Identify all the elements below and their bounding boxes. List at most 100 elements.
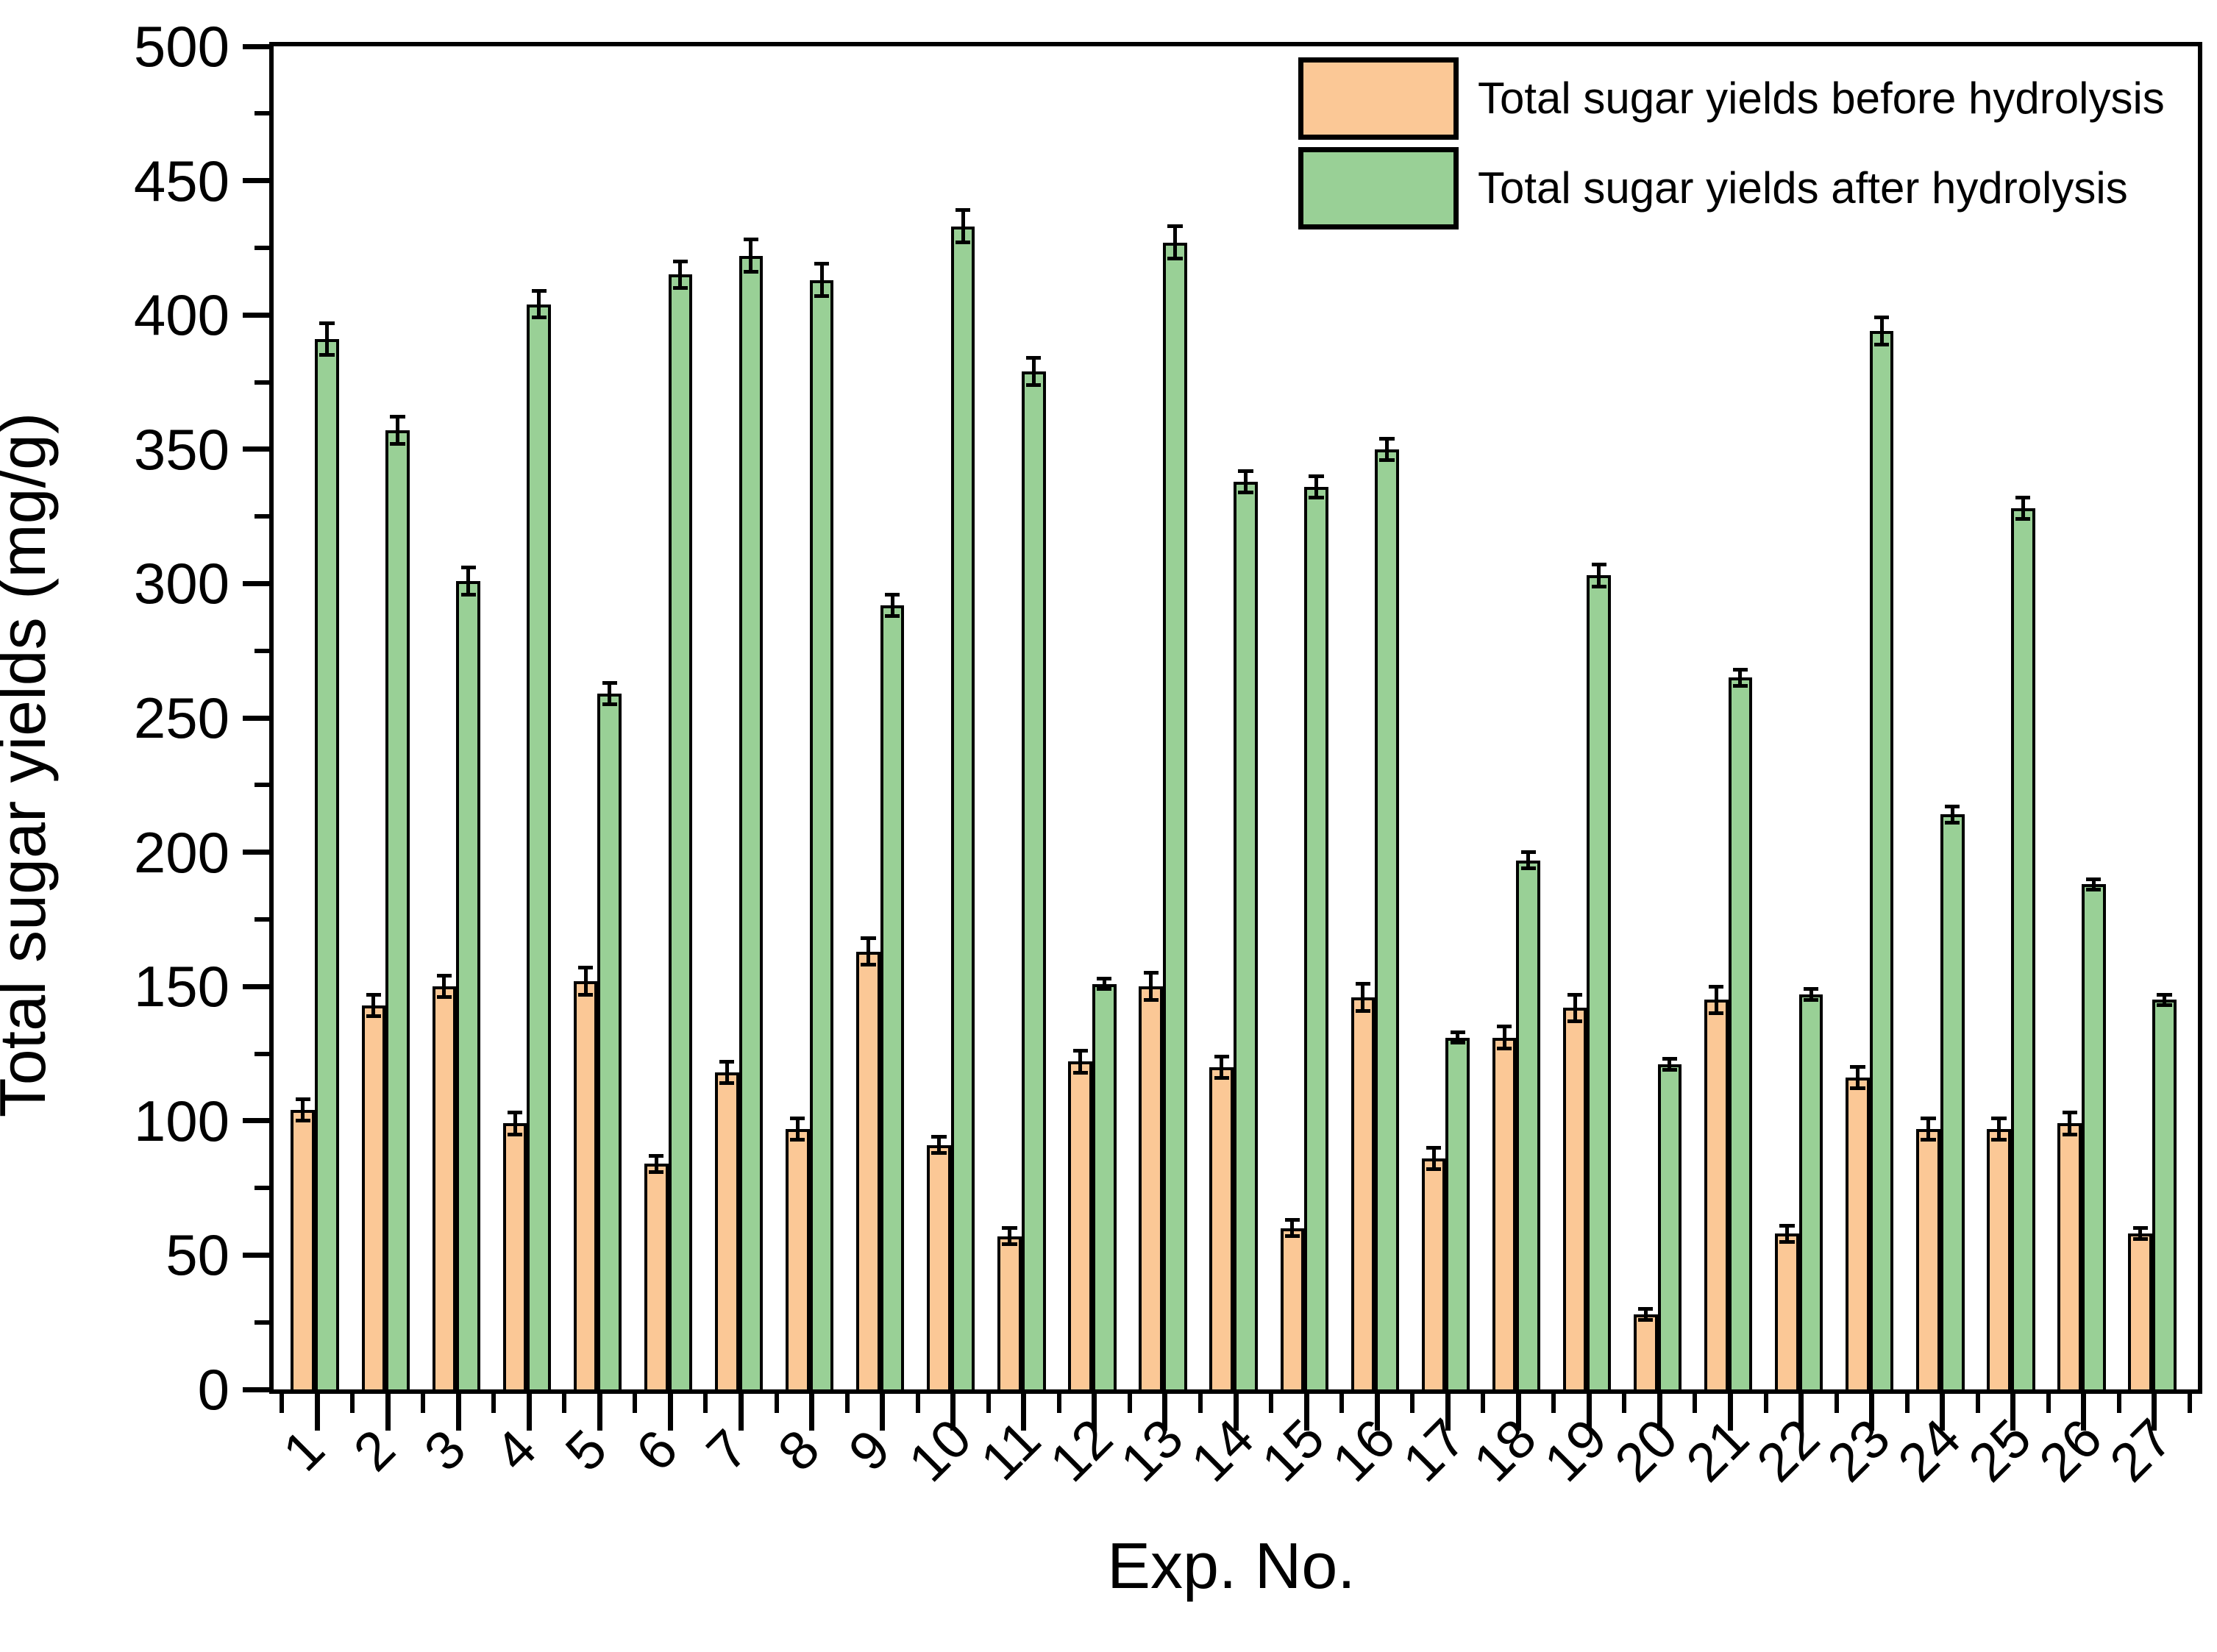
error-bar xyxy=(513,1112,517,1135)
y-tick-minor xyxy=(255,514,269,519)
error-bar xyxy=(1149,972,1153,1000)
error-bar-cap xyxy=(1873,316,1890,320)
error-bar-cap xyxy=(1591,584,1606,588)
error-bar-cap xyxy=(2015,517,2031,521)
x-tick-minor xyxy=(1481,1394,1486,1413)
bar-after xyxy=(1798,994,1823,1389)
error-bar-cap xyxy=(743,270,759,274)
error-bar xyxy=(2162,994,2166,1005)
x-tick-label: 10 xyxy=(896,1407,983,1494)
bar-before xyxy=(856,951,880,1389)
x-tick-minor xyxy=(1127,1394,1132,1413)
error-bar-cap xyxy=(956,241,971,245)
error-bar-cap xyxy=(1496,1046,1512,1050)
x-tick-minor xyxy=(1198,1394,1203,1413)
bar-before xyxy=(573,980,598,1389)
error-bar xyxy=(1526,852,1531,869)
y-tick-label: 250 xyxy=(133,686,229,750)
y-tick-label: 500 xyxy=(133,14,229,79)
bar-before xyxy=(786,1128,810,1389)
error-bar-cap xyxy=(1072,1049,1088,1053)
error-bar-cap xyxy=(507,1132,523,1136)
x-tick-major xyxy=(2010,1394,2016,1431)
y-tick-minor xyxy=(255,648,269,653)
error-bar-cap xyxy=(531,316,547,320)
x-tick-minor xyxy=(2046,1394,2051,1413)
x-tick-major xyxy=(1445,1394,1451,1431)
error-bar xyxy=(1714,986,1718,1014)
x-tick-major xyxy=(667,1394,673,1431)
error-bar-cap xyxy=(2086,888,2102,892)
x-tick-label: 6 xyxy=(624,1417,689,1483)
x-tick-minor xyxy=(1410,1394,1415,1413)
x-tick-minor xyxy=(1693,1394,1698,1413)
x-tick-major xyxy=(880,1394,886,1431)
x-tick-minor xyxy=(421,1394,426,1413)
error-bar xyxy=(961,210,965,243)
bar-before xyxy=(1987,1128,2011,1389)
y-tick-major xyxy=(243,850,269,855)
x-tick-major xyxy=(597,1394,602,1431)
error-bar-cap xyxy=(1779,1223,1795,1228)
error-bar-cap xyxy=(1026,382,1042,387)
bar-after xyxy=(1587,575,1612,1389)
error-bar xyxy=(866,938,870,965)
legend-item-after: Total sugar yields after hydrolysis xyxy=(1298,147,2165,229)
error-bar-cap xyxy=(1238,469,1253,473)
error-bar-cap xyxy=(719,1081,735,1086)
plot-area: 0 50 100 150 200 250 300 350 400 450 500 1 2 3 4 5 6 7 8 9 1… xyxy=(134,18,2202,1493)
bar-before xyxy=(502,1123,527,1389)
y-tick-minor xyxy=(255,111,269,116)
bar-after xyxy=(1304,486,1328,1389)
error-bar-cap xyxy=(861,963,876,967)
x-tick-minor xyxy=(986,1394,991,1413)
error-bar xyxy=(1031,357,1036,385)
bar-after xyxy=(385,430,410,1389)
x-tick-major xyxy=(1515,1394,1521,1431)
x-tick-major xyxy=(2081,1394,2087,1431)
error-bar xyxy=(936,1136,941,1153)
error-bar-cap xyxy=(1450,1041,1465,1045)
y-tick-minor xyxy=(255,1320,269,1325)
error-bar-cap xyxy=(931,1151,947,1156)
error-bar-cap xyxy=(1850,1065,1865,1069)
x-tick-major xyxy=(950,1394,956,1431)
error-bar-cap xyxy=(1591,563,1606,567)
legend-swatch-before xyxy=(1298,57,1459,140)
error-bar-cap xyxy=(436,974,452,978)
x-tick-minor xyxy=(1551,1394,1556,1413)
x-axis-title: Exp. No. xyxy=(1107,1529,1356,1602)
error-bar-cap xyxy=(1850,1086,1865,1091)
error-bar-cap xyxy=(390,415,405,419)
error-bar xyxy=(301,1099,305,1121)
error-bar xyxy=(1643,1309,1648,1320)
error-bar-cap xyxy=(319,353,335,357)
error-bar xyxy=(1926,1118,1931,1140)
y-tick-major xyxy=(243,983,269,989)
bar-before xyxy=(1209,1067,1234,1389)
error-bar xyxy=(1431,1147,1436,1169)
error-bar xyxy=(1078,1050,1083,1073)
error-bar-cap xyxy=(1355,982,1371,986)
x-tick-major xyxy=(455,1394,461,1431)
error-bar xyxy=(1597,564,1601,587)
error-bar-cap xyxy=(1238,490,1253,494)
error-bar xyxy=(1008,1228,1012,1245)
error-bar-cap xyxy=(1214,1075,1229,1080)
error-bar-cap xyxy=(1309,474,1324,478)
error-bar-cap xyxy=(531,288,547,293)
y-tick-label: 50 xyxy=(166,1222,229,1288)
y-tick-label: 450 xyxy=(133,148,229,213)
error-bar-cap xyxy=(1450,1030,1465,1034)
y-tick-label: 400 xyxy=(133,282,229,348)
error-bar-cap xyxy=(884,592,900,597)
error-bar-cap xyxy=(814,294,830,299)
error-bar xyxy=(1361,983,1365,1011)
error-bar-cap xyxy=(1097,987,1112,991)
error-bar-cap xyxy=(366,1014,382,1018)
x-tick-major xyxy=(738,1394,744,1431)
bar-after xyxy=(1092,983,1117,1389)
bar-before xyxy=(1562,1008,1587,1389)
x-tick-label: 5 xyxy=(554,1417,619,1483)
